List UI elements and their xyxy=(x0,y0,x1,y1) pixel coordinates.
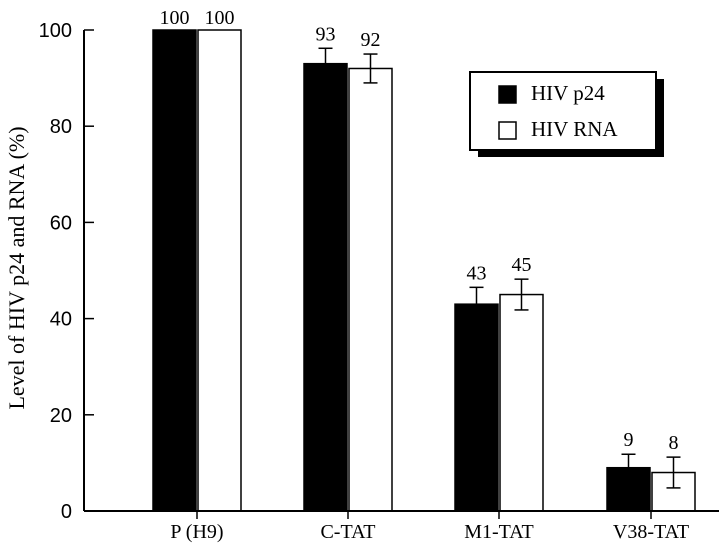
legend: HIV p24 HIV RNA xyxy=(469,71,664,157)
legend-swatch-hiv-rna xyxy=(498,121,517,140)
axes-layer xyxy=(83,29,719,519)
x-tick-label-v38-tat: V38-TAT xyxy=(613,521,689,543)
bar-hiv-rna-c-tat xyxy=(348,67,393,512)
y-tick-label-80: 80 xyxy=(50,116,72,138)
data-label-hiv-p24-p-h9: 100 xyxy=(160,7,190,29)
data-label-hiv-rna-c-tat: 92 xyxy=(361,29,381,51)
x-tick-label-p-h9: P (H9) xyxy=(170,521,223,543)
x-tick-label-c-tat: C-TAT xyxy=(320,521,375,543)
y-tick-label-100: 100 xyxy=(39,20,72,42)
data-label-hiv-rna-p-h9: 100 xyxy=(205,7,235,29)
y-tick-label-40: 40 xyxy=(50,309,72,331)
y-axis-title: Level of HIV p24 and RNA (%) xyxy=(4,126,29,409)
error-bars-layer xyxy=(318,47,681,489)
bar-hiv-rna-m1-tat xyxy=(499,293,544,512)
legend-swatch-hiv-p24 xyxy=(498,85,517,104)
data-label-hiv-rna-m1-tat: 45 xyxy=(512,254,532,276)
legend-label-hiv-p24: HIV p24 xyxy=(531,81,605,105)
data-label-hiv-p24-c-tat: 93 xyxy=(316,23,336,45)
x-tick-label-m1-tat: M1-TAT xyxy=(464,521,534,543)
y-tick-label-0: 0 xyxy=(61,501,72,523)
y-tick-label-20: 20 xyxy=(50,405,72,427)
bar-hiv-p24-p-h9 xyxy=(152,29,197,512)
bar-hiv-rna-p-h9 xyxy=(197,29,242,512)
data-label-hiv-rna-v38-tat: 8 xyxy=(669,432,679,454)
bar-hiv-p24-c-tat xyxy=(303,62,348,512)
data-label-hiv-p24-v38-tat: 9 xyxy=(624,429,634,451)
legend-label-hiv-rna: HIV RNA xyxy=(531,117,618,141)
labels-layer: 100 100 P (H9) 93 92 C-TAT 43 45 M1-TAT 9 8 V38-TAT… xyxy=(39,7,689,543)
y-tick-label-60: 60 xyxy=(50,212,72,234)
data-label-hiv-p24-m1-tat: 43 xyxy=(467,262,487,284)
bar-hiv-p24-m1-tat xyxy=(454,303,499,512)
